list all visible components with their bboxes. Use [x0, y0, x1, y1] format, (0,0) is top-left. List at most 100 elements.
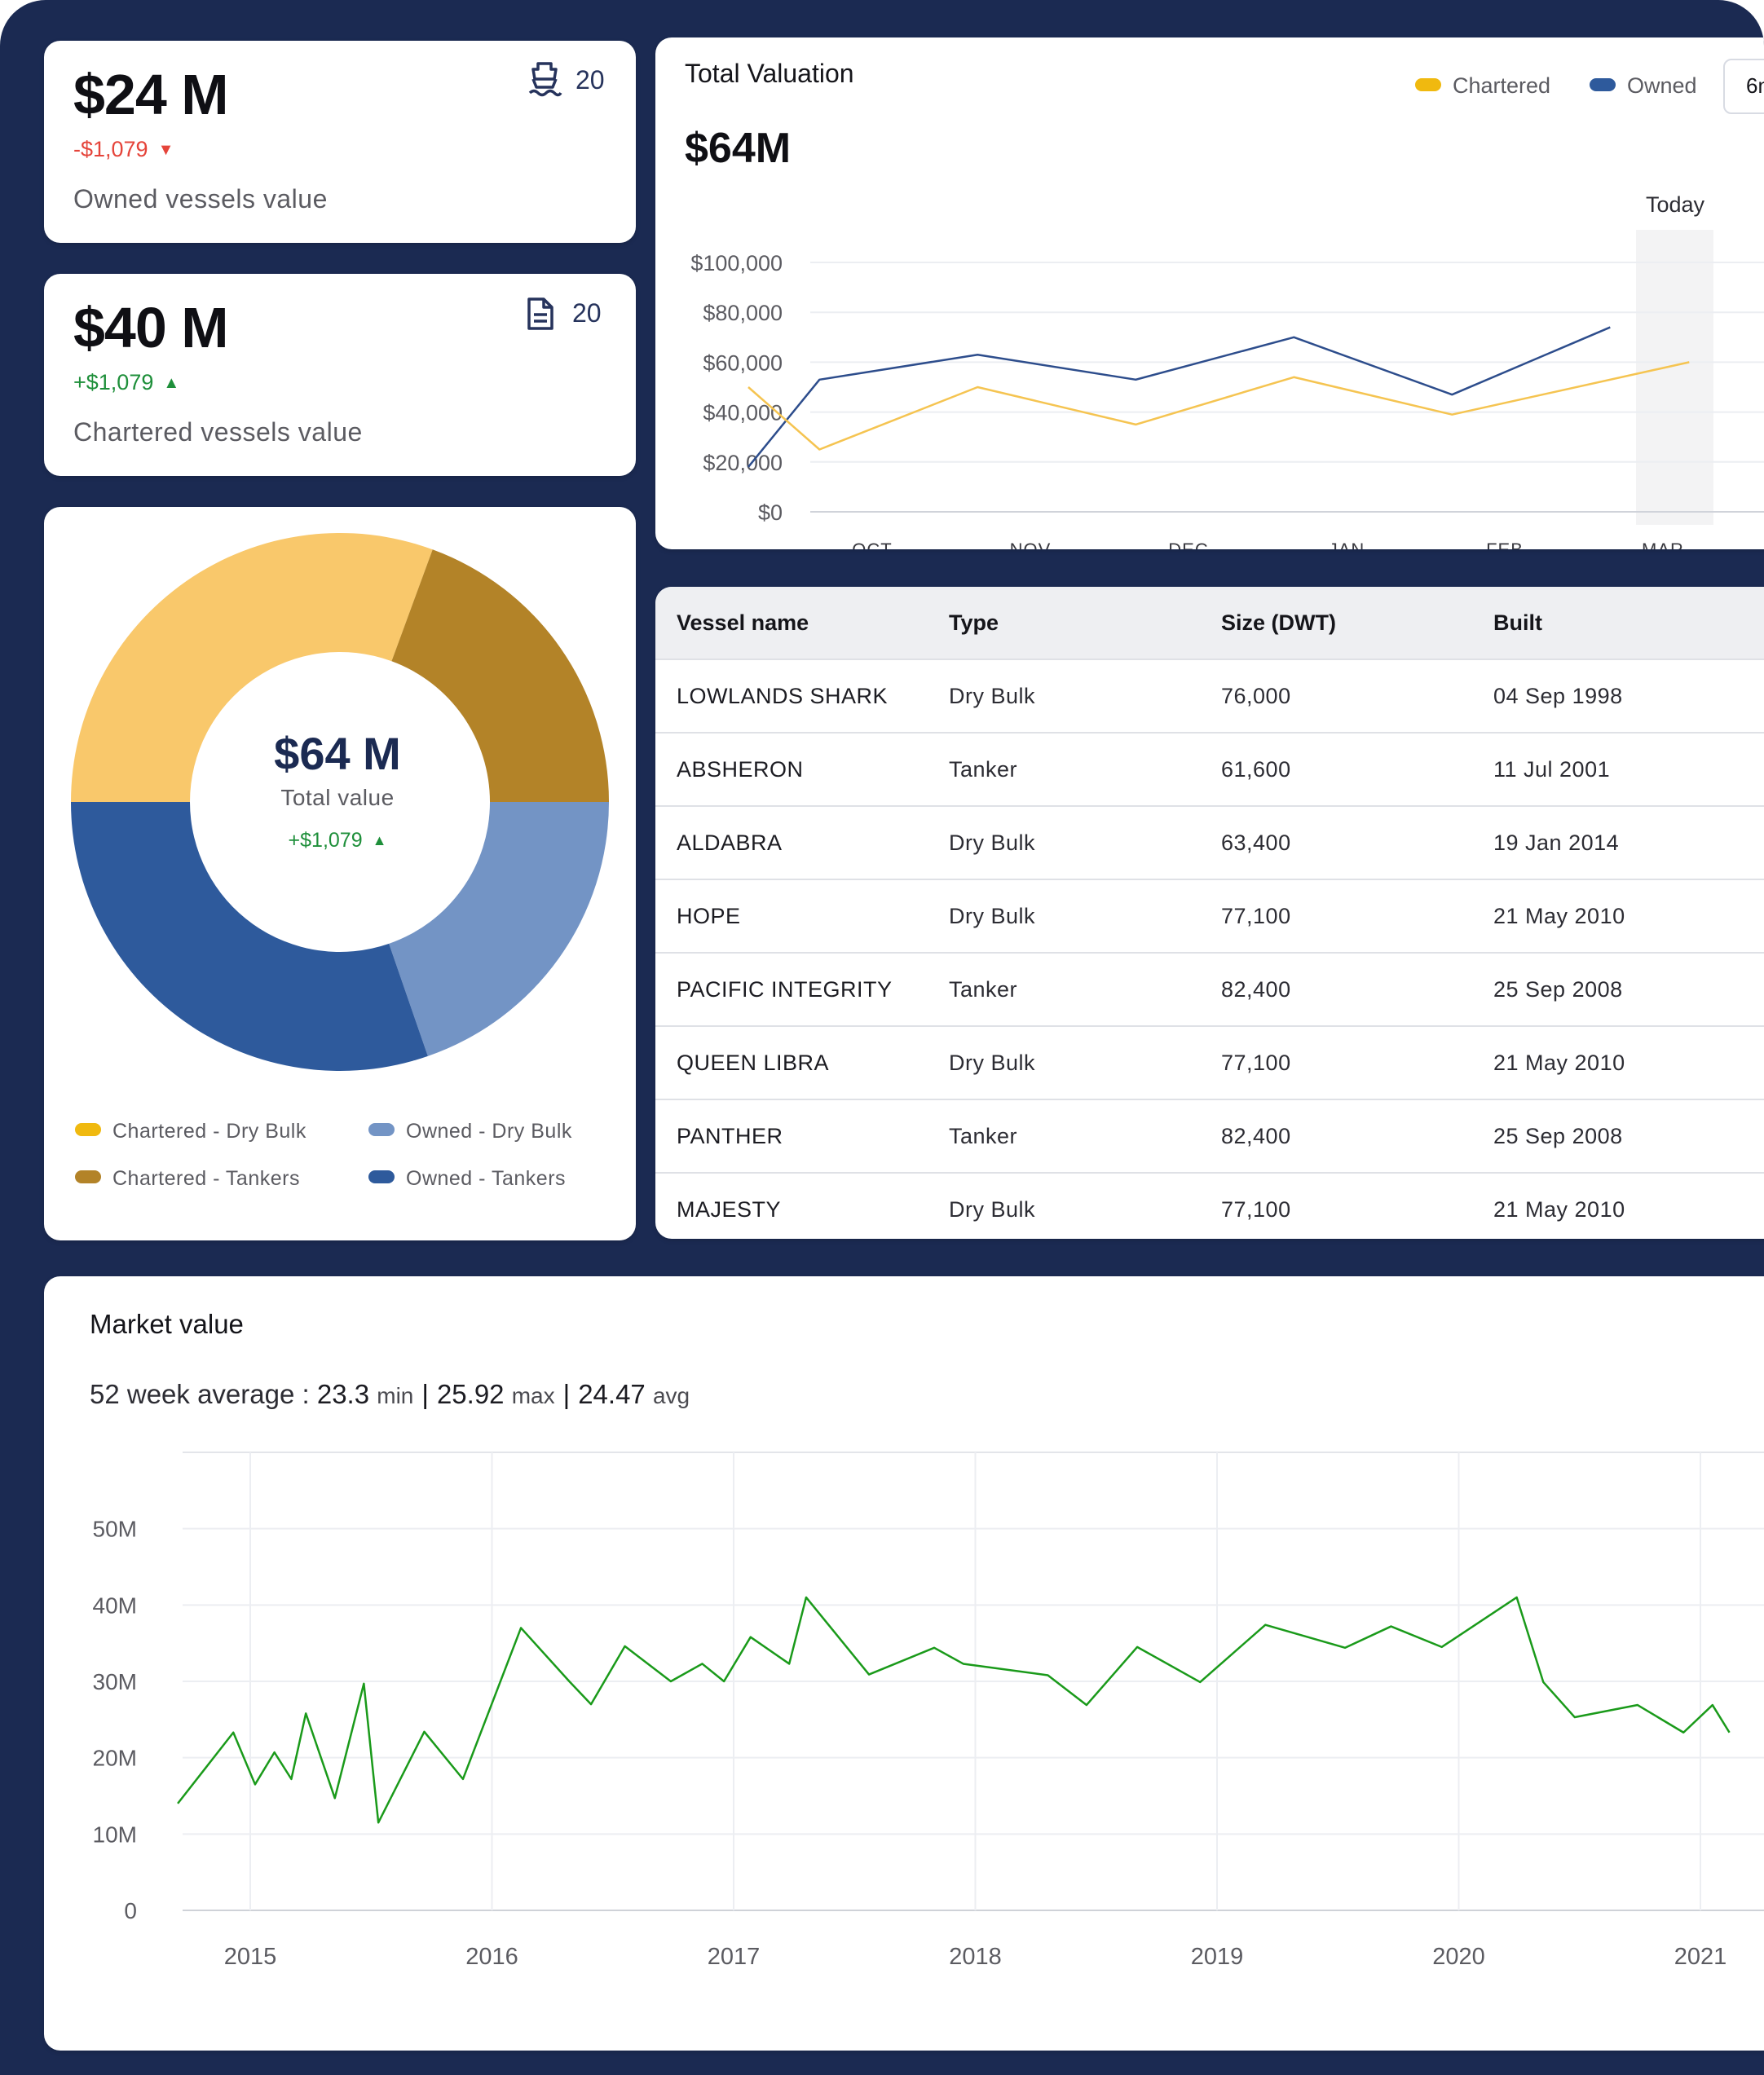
vessel-size: 82,400	[1200, 952, 1472, 1026]
table-row[interactable]: PACIFIC INTEGRITY Tanker 82,400 25 Sep 2008	[655, 952, 1764, 1026]
valuation-total: $64M	[685, 125, 792, 172]
y-tick-label: 0	[124, 1898, 137, 1923]
x-tick-label: FEB	[1486, 540, 1524, 549]
col-type[interactable]: Type	[928, 587, 1200, 659]
vessel-built: 21 May 2010	[1472, 1172, 1764, 1239]
vessel-built: 04 Sep 1998	[1472, 659, 1764, 733]
vessel-type: Dry Bulk	[928, 1025, 1200, 1099]
x-tick-label: 2019	[1191, 1944, 1244, 1970]
col-built[interactable]: Built	[1472, 587, 1764, 659]
y-tick-label: $80,000	[703, 301, 783, 325]
vessel-size: 77,100	[1200, 1172, 1472, 1239]
avg-value: 24.47	[578, 1379, 646, 1409]
table-row[interactable]: PANTHER Tanker 82,400 25 Sep 2008	[655, 1099, 1764, 1173]
donut-slice-chartered-dry-bulk	[71, 533, 433, 802]
series-line-chartered	[747, 361, 1690, 451]
donut-slice-chartered-tankers	[391, 549, 609, 802]
vessel-name: LOWLANDS SHARK	[655, 659, 928, 733]
legend-swatch	[1415, 78, 1441, 91]
owned-vessels-card[interactable]: $24 M -$1,079 ▼ Owned vessels value 20	[44, 41, 636, 243]
donut-total-label: Total value	[280, 785, 395, 810]
y-tick-label: $20,000	[703, 451, 783, 475]
legend-swatch	[368, 1170, 395, 1183]
vessel-name: ABSHERON	[655, 732, 928, 806]
vessel-name: HOPE	[655, 879, 928, 953]
owned-value: $24 M	[73, 63, 229, 126]
table-row[interactable]: ALDABRA Dry Bulk 63,400 19 Jan 2014	[655, 805, 1764, 879]
time-range-select[interactable]: 6m	[1723, 59, 1764, 114]
legend-swatch	[75, 1123, 101, 1136]
today-label: Today	[1646, 192, 1705, 217]
legend-chartered[interactable]: Chartered	[1415, 73, 1550, 99]
valuation-title: Total Valuation	[685, 59, 854, 88]
vessel-type: Tanker	[928, 732, 1200, 806]
market-value-title: Market value	[90, 1309, 244, 1339]
max-value: 25.92	[436, 1379, 505, 1409]
table-row[interactable]: HOPE Dry Bulk 77,100 21 May 2010	[655, 879, 1764, 953]
legend-swatch	[368, 1123, 395, 1136]
vessel-name: MAJESTY	[655, 1172, 928, 1239]
chartered-vessels-card[interactable]: $40 M +$1,079 ▲ Chartered vessels value 2…	[44, 274, 636, 476]
market-value-stats: 52 week average : 23.3 min | 25.92 max | 24.…	[90, 1379, 690, 1410]
y-tick-label: 20M	[93, 1746, 137, 1771]
x-tick-label: 2015	[224, 1944, 277, 1970]
vessel-type: Tanker	[928, 952, 1200, 1026]
today-highlight	[1636, 230, 1713, 525]
chartered-label: Chartered vessels value	[73, 417, 363, 447]
vessel-built: 21 May 2010	[1472, 879, 1764, 953]
x-tick-label: 2018	[949, 1944, 1002, 1970]
col-size[interactable]: Size (DWT)	[1200, 587, 1472, 659]
vessel-name: QUEEN LIBRA	[655, 1025, 928, 1099]
min-value: 23.3	[316, 1379, 370, 1409]
x-tick-label: 2020	[1432, 1944, 1485, 1970]
chartered-value: $40 M	[73, 296, 229, 359]
donut-delta: +$1,079 ▲	[288, 829, 387, 852]
down-arrow-icon: ▼	[157, 141, 174, 159]
y-tick-label: $0	[758, 500, 783, 525]
table-row[interactable]: QUEEN LIBRA Dry Bulk 77,100 21 May 2010	[655, 1025, 1764, 1099]
vessel-size: 61,600	[1200, 732, 1472, 806]
vessel-type: Tanker	[928, 1099, 1200, 1173]
owned-count: 20	[576, 65, 605, 95]
x-tick-label: 2021	[1674, 1944, 1727, 1970]
vessel-type: Dry Bulk	[928, 1172, 1200, 1239]
donut-center: $64 M Total value +$1,079 ▲	[215, 727, 460, 852]
table-row[interactable]: MAJESTY Dry Bulk 77,100 21 May 2010	[655, 1172, 1764, 1239]
total-valuation-card: Total Valuation $64M Chartered Owned 6m …	[655, 37, 1764, 549]
col-vessel-name[interactable]: Vessel name	[655, 587, 928, 659]
vessel-name: PANTHER	[655, 1099, 928, 1173]
legend-owned-tankers[interactable]: Owned - Tankers	[368, 1167, 566, 1191]
avg-unit: avg	[652, 1383, 690, 1408]
legend-chartered-tankers[interactable]: Chartered - Tankers	[75, 1167, 300, 1191]
table-row[interactable]: LOWLANDS SHARK Dry Bulk 76,000 04 Sep 1998	[655, 659, 1764, 733]
vessel-size: 82,400	[1200, 1099, 1472, 1173]
vessel-size: 76,000	[1200, 659, 1472, 733]
chartered-delta: +$1,079 ▲	[73, 370, 180, 394]
series-line-owned	[747, 326, 1611, 468]
owned-delta: -$1,079 ▼	[73, 137, 174, 161]
vessel-name: PACIFIC INTEGRITY	[655, 952, 928, 1026]
x-tick-label: MAR	[1642, 540, 1684, 549]
y-tick-label: 40M	[93, 1593, 137, 1618]
legend-chartered-dry-bulk[interactable]: Chartered - Dry Bulk	[75, 1120, 306, 1143]
table-row[interactable]: ABSHERON Tanker 61,600 11 Jul 2001	[655, 732, 1764, 806]
owned-label: Owned vessels value	[73, 184, 328, 214]
market-value-line	[177, 1596, 1731, 1824]
vessel-size: 77,100	[1200, 879, 1472, 953]
legend-owned-dry-bulk[interactable]: Owned - Dry Bulk	[368, 1120, 572, 1143]
max-unit: max	[511, 1383, 555, 1408]
donut-total-value: $64 M	[274, 728, 401, 779]
y-tick-label: 30M	[93, 1669, 137, 1694]
vessel-built: 19 Jan 2014	[1472, 805, 1764, 879]
legend-owned[interactable]: Owned	[1590, 73, 1697, 99]
document-icon	[527, 297, 553, 330]
table-header-row: Vessel name Type Size (DWT) Built	[655, 587, 1764, 659]
vessels-table: Vessel name Type Size (DWT) Built LOWLAN…	[655, 587, 1764, 1239]
donut-slice-owned-dry-bulk	[389, 802, 609, 1056]
y-tick-label: 10M	[93, 1822, 137, 1847]
x-tick-label: 2016	[465, 1944, 518, 1970]
market-value-line-chart: 0 10M 20M 30M 40M 50M 2015 2016 2017 2018 2019 2020…	[93, 1452, 1764, 1970]
min-unit: min	[377, 1383, 414, 1408]
y-tick-label: $60,000	[703, 350, 783, 375]
